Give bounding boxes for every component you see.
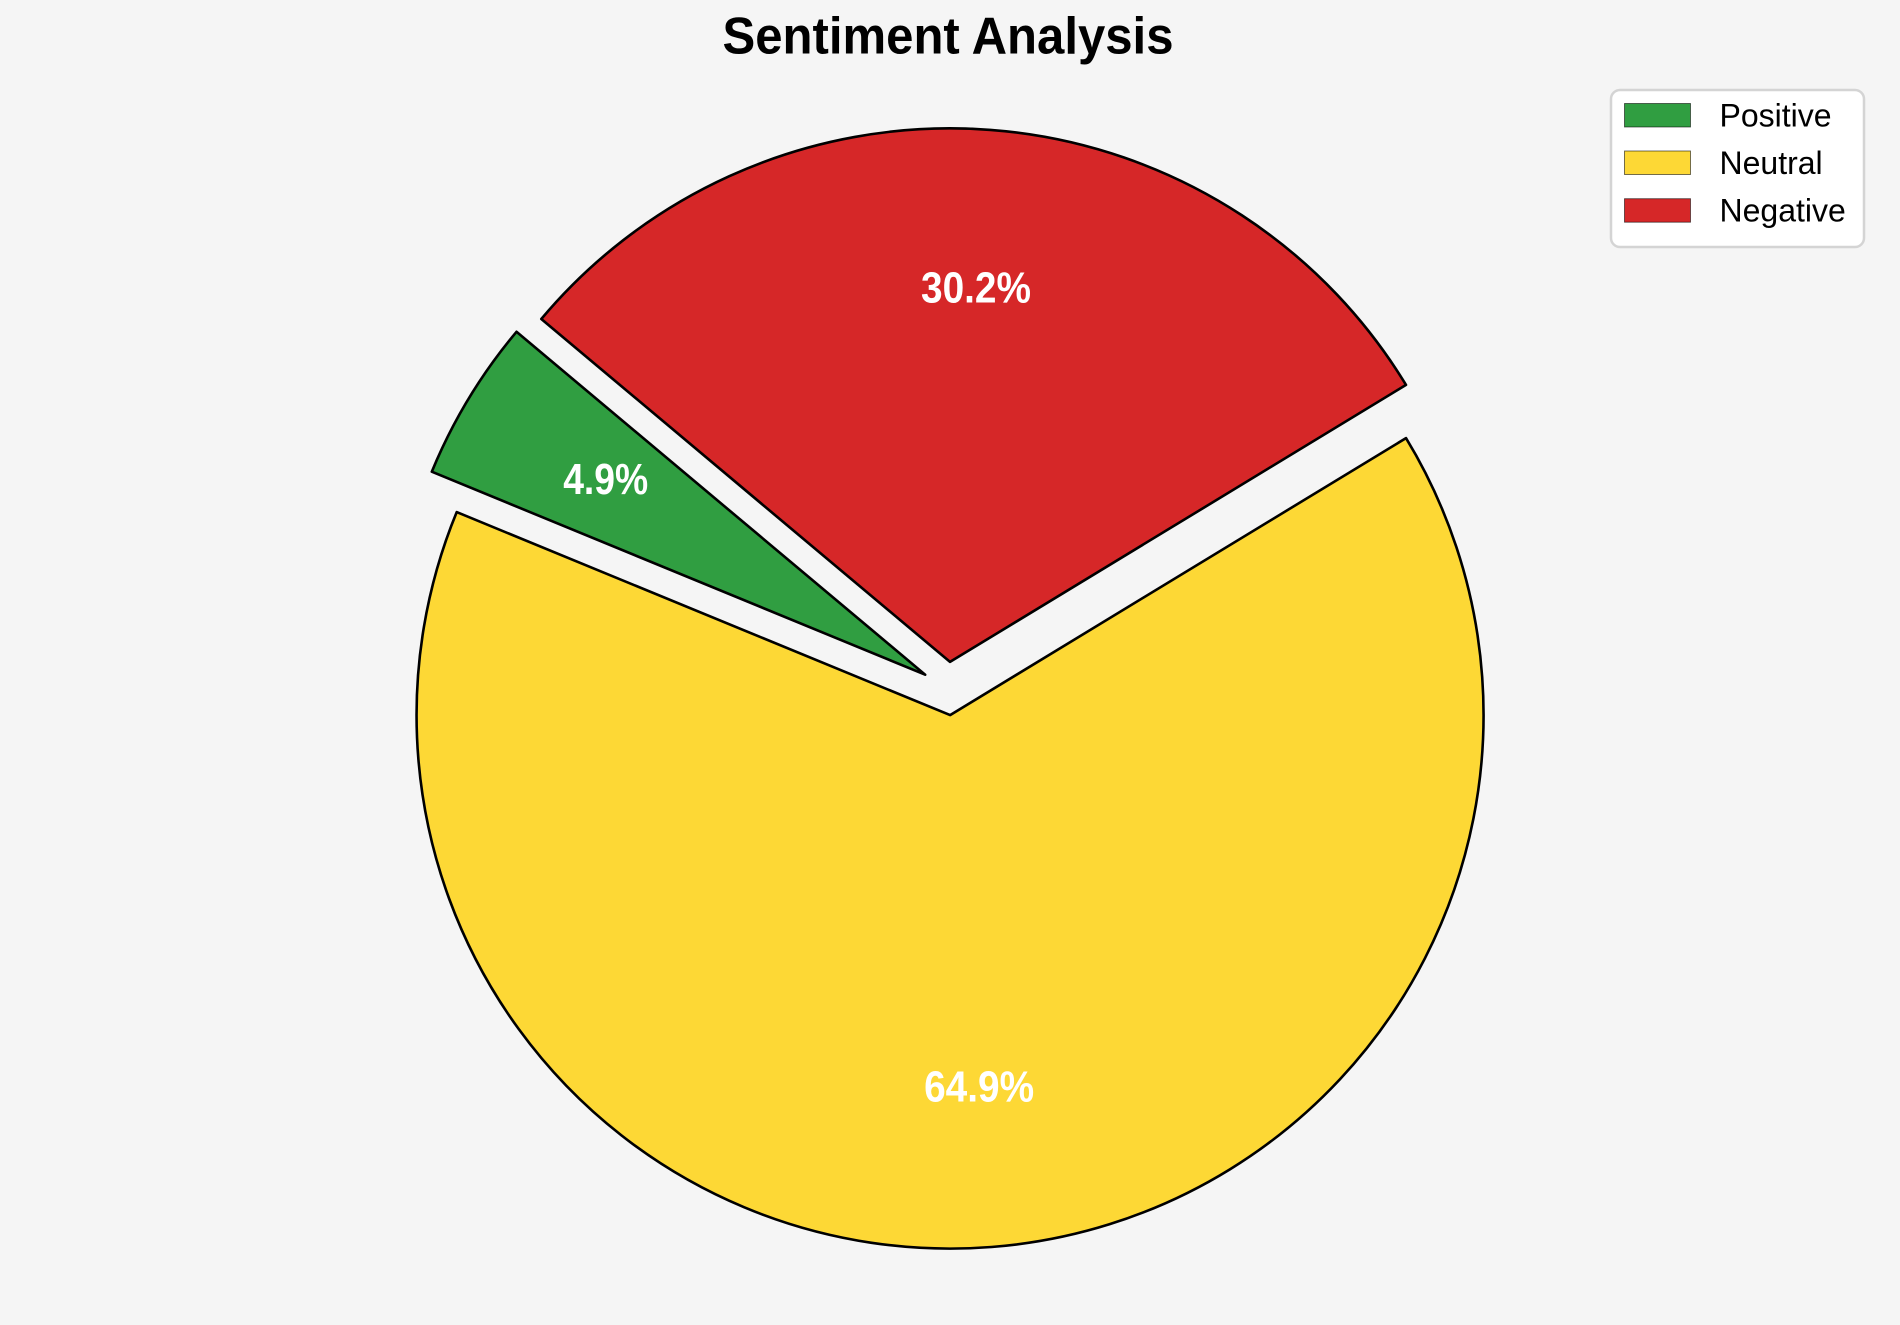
svg-text:30.2%: 30.2%	[921, 264, 1031, 313]
svg-text:Neutral: Neutral	[1720, 145, 1823, 181]
svg-text:64.9%: 64.9%	[924, 1062, 1034, 1111]
svg-text:Negative: Negative	[1720, 193, 1846, 229]
svg-text:Sentiment Analysis: Sentiment Analysis	[723, 8, 1174, 66]
svg-text:Positive: Positive	[1720, 98, 1832, 134]
svg-text:4.9%: 4.9%	[563, 455, 648, 504]
